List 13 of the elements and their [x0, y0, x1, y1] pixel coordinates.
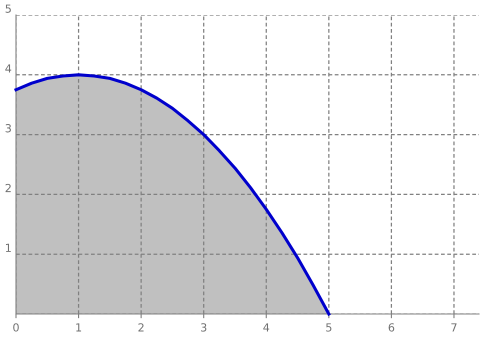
y-tick-label: 2: [6, 184, 11, 192]
x-tick-label: 5: [326, 323, 332, 332]
x-tick-label: 3: [201, 323, 206, 332]
y-tick-label: 1: [6, 244, 11, 252]
x-tick-label: 1: [76, 323, 82, 332]
y-tick-label: 3: [6, 124, 11, 132]
x-tick-label: 0: [13, 323, 19, 332]
y-tick-label: 4: [5, 64, 12, 72]
x-tick-label: 7: [451, 323, 457, 332]
x-tick-label: 6: [388, 323, 394, 332]
x-tick-label: 2: [138, 323, 144, 332]
x-tick-label: 4: [263, 323, 270, 332]
y-tick-label: 5: [6, 4, 11, 13]
